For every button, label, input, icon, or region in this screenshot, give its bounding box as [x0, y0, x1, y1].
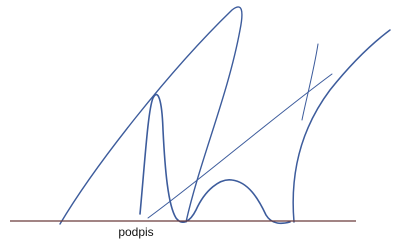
signature-field: podpis — [0, 0, 396, 241]
signature-stroke — [60, 7, 242, 224]
signature — [60, 7, 390, 224]
signature-stroke — [140, 95, 290, 224]
signature-stroke — [293, 30, 390, 222]
signature-stroke — [302, 44, 318, 120]
signature-label: podpis — [118, 225, 153, 239]
signature-stroke — [148, 74, 332, 218]
page: podpis (() => { const data = JSON.parse(… — [0, 0, 396, 241]
